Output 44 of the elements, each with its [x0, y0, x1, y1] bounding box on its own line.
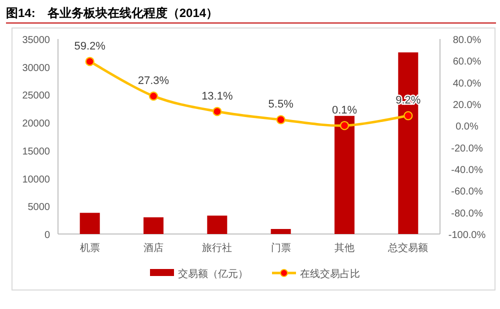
point	[212, 106, 222, 116]
x-tick-label: 机票	[80, 242, 100, 254]
y2-tick-label: -60.0%	[451, 186, 483, 198]
y2-tick-label: -20.0%	[451, 143, 483, 154]
x-tick-label: 总交易额	[387, 242, 428, 254]
point	[85, 56, 94, 66]
legend-label: 交易额（亿元）	[178, 268, 248, 280]
data-label: 27.3%	[138, 75, 170, 88]
y2-tick-label: 0.0%	[456, 122, 479, 133]
bar	[334, 116, 354, 234]
y-tick-label: 25000	[22, 90, 50, 102]
point	[148, 91, 158, 101]
data-label: 59.2%	[74, 40, 106, 53]
y-tick-label: 10000	[22, 174, 50, 186]
bar	[270, 228, 291, 234]
y2-tick-label: 80.0%	[452, 35, 482, 46]
y-tick-label: 15000	[22, 146, 50, 158]
bar	[80, 212, 100, 234]
y-tick-label: 5000	[28, 202, 50, 214]
y2-tick-label: -40.0%	[451, 165, 483, 176]
legend-label: 在线交易占比	[300, 268, 360, 280]
x-tick-label: 门票	[270, 242, 291, 254]
data-label: 5.5%	[268, 98, 294, 111]
y2-tick-label: -100.0%	[448, 230, 486, 241]
y-tick-label: 35000	[22, 35, 50, 46]
data-label: 0.1%	[332, 104, 358, 117]
bar	[144, 217, 164, 234]
chart-title: 图14: 各业务板块在线化程度（2014）	[6, 6, 218, 20]
y2-tick-label: 60.0%	[452, 56, 482, 68]
y-tick-label: 30000	[22, 62, 50, 74]
x-tick-label: 酒店	[144, 242, 164, 254]
y-tick-label: 0	[44, 230, 50, 241]
bar	[398, 52, 418, 234]
y2-tick-label: 20.0%	[452, 100, 482, 111]
x-tick-label: 旅行社	[202, 242, 232, 254]
bar	[207, 216, 228, 234]
point	[404, 111, 413, 120]
y2-tick-label: -80.0%	[451, 208, 483, 220]
point	[340, 120, 350, 130]
y-tick-label: 20000	[22, 118, 50, 130]
y2-tick-label: 40.0%	[452, 78, 482, 90]
data-label: 13.1%	[202, 90, 233, 102]
point	[276, 115, 286, 124]
x-tick-label: 其他	[334, 242, 354, 254]
